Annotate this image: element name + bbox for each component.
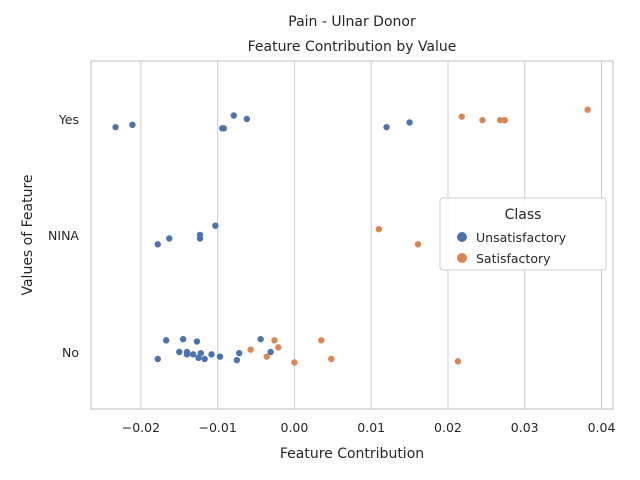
y-axis-label: Values of Feature: [20, 174, 36, 295]
data-point-unsatisfactory: [383, 123, 390, 131]
legend-marker-satisfactory: [457, 253, 467, 263]
y-axis-ticks: Yes NINA No: [48, 112, 79, 360]
data-point-unsatisfactory: [201, 355, 208, 363]
data-point-unsatisfactory: [196, 235, 204, 242]
data-point-satisfactory: [271, 337, 278, 344]
legend-marker-unsatisfactory: [457, 232, 467, 242]
legend-label-satisfactory: Satisfactory: [476, 251, 551, 266]
data-point-satisfactory: [584, 106, 591, 113]
data-point-unsatisfactory: [154, 241, 161, 248]
data-point-unsatisfactory: [112, 123, 119, 131]
x-tick-label: −0.01: [199, 420, 237, 435]
data-point-unsatisfactory: [216, 353, 224, 360]
data-point-unsatisfactory: [129, 121, 136, 129]
chart-subtitle: Feature Contribution by Value: [248, 39, 457, 55]
data-point-satisfactory: [458, 113, 465, 120]
data-point-satisfactory: [275, 344, 282, 351]
data-point-unsatisfactory: [163, 337, 170, 344]
data-point-unsatisfactory: [176, 348, 183, 356]
data-point-unsatisfactory: [154, 355, 161, 363]
data-point-unsatisfactory: [183, 351, 191, 358]
data-point-unsatisfactory: [235, 349, 243, 357]
data-point-unsatisfactory: [243, 115, 251, 123]
data-point-unsatisfactory: [406, 119, 413, 126]
chart-title: Pain - Ulnar Donor: [288, 14, 416, 30]
data-point-unsatisfactory: [212, 222, 219, 229]
data-point-unsatisfactory: [195, 354, 202, 362]
data-point-satisfactory: [318, 337, 325, 344]
data-point-unsatisfactory: [193, 338, 201, 345]
y-tick-label: Yes: [58, 112, 79, 127]
x-tick-label: 0.03: [511, 420, 539, 435]
data-point-unsatisfactory: [230, 112, 237, 119]
legend: Class Unsatisfactory Satisfactory: [439, 197, 607, 271]
data-point-satisfactory: [247, 346, 254, 353]
x-axis-label: Feature Contribution: [280, 446, 424, 462]
data-points: [112, 106, 591, 366]
legend-title: Class: [505, 207, 542, 223]
y-tick-label: No: [62, 345, 79, 360]
legend-box: [439, 197, 607, 271]
x-tick-label: 0.04: [588, 420, 616, 435]
plot-frame: [90, 60, 614, 410]
data-point-unsatisfactory: [219, 125, 226, 132]
data-point-unsatisfactory: [233, 356, 241, 364]
x-tick-label: −0.02: [122, 420, 160, 435]
data-point-unsatisfactory: [267, 348, 274, 356]
data-point-satisfactory: [375, 225, 383, 233]
data-point-unsatisfactory: [166, 235, 173, 242]
y-tick-label: NINA: [48, 228, 79, 243]
data-point-unsatisfactory: [257, 335, 264, 343]
data-point-satisfactory: [496, 116, 504, 124]
data-point-satisfactory: [501, 116, 508, 124]
data-point-satisfactory: [263, 353, 270, 360]
data-point-satisfactory: [291, 359, 298, 366]
x-tick-label: 0.01: [357, 420, 385, 435]
data-point-satisfactory: [454, 358, 462, 365]
data-point-satisfactory: [479, 116, 486, 124]
data-point-unsatisfactory: [179, 335, 187, 343]
x-axis-ticks: −0.02 −0.01 0.00 0.01 0.02 0.03 0.04: [122, 420, 616, 435]
x-tick-label: 0.02: [434, 420, 462, 435]
x-tick-label: 0.00: [281, 420, 309, 435]
legend-label-unsatisfactory: Unsatisfactory: [476, 230, 567, 245]
data-point-unsatisfactory: [189, 351, 197, 358]
data-point-satisfactory: [328, 355, 335, 363]
data-point-unsatisfactory: [208, 351, 215, 358]
data-point-satisfactory: [414, 241, 422, 248]
